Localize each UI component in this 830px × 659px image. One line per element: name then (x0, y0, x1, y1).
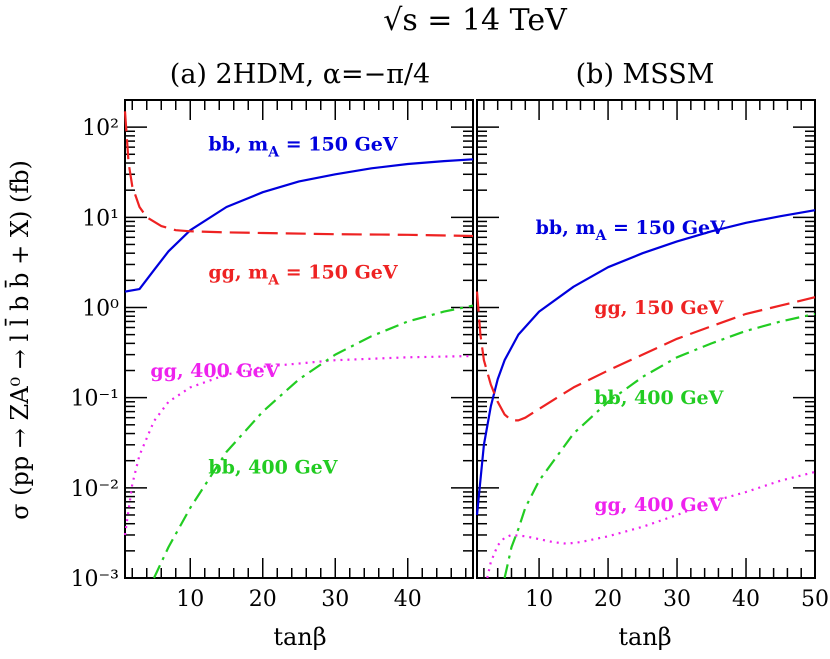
panel-b-curve-label: bb, mA = 150 GeV (536, 217, 727, 244)
panel-a-series-3-line (153, 304, 474, 579)
panel-b-x-tick-label: 10 (525, 587, 553, 612)
y-tick-label: 10¹ (82, 206, 119, 231)
panel-a-x-tick-label: 10 (176, 587, 204, 612)
panel-b-series-1-line (475, 291, 816, 422)
panel-a-x-tick-label: 30 (321, 587, 349, 612)
y-tick-label: 10² (82, 116, 119, 141)
panel-b-title: (b) MSSM (576, 59, 715, 90)
panel-a-series-2-line (123, 354, 474, 536)
panel-a-curve-label: bb, 400 GeV (208, 456, 338, 478)
y-tick-label: 10⁻² (71, 477, 119, 502)
panel-b-series-2-line (503, 312, 816, 579)
panel-a-x-tick-label: 40 (394, 587, 422, 612)
panel-b-x-tick-label: 20 (594, 587, 622, 612)
y-tick-label: 10⁻¹ (71, 387, 119, 412)
panel-a-curve-label: gg, 400 GeV (150, 360, 280, 382)
plot-layer: 10 20 30 40 10⁻³ 10⁻² 10⁻¹ 10⁰ 10¹ 10² bb, mA = 15… (71, 99, 829, 612)
panel-a-x-axis-label: tanβ (273, 623, 326, 651)
figure-title: √s = 14 TeV (383, 3, 568, 38)
panel-b-x-tick-label: 40 (732, 587, 760, 612)
panel-a-series-0-line (124, 158, 474, 293)
panel-a-curve-label: bb, mA = 150 GeV (208, 134, 399, 161)
panel-b-x-tick-label: 50 (801, 587, 829, 612)
panel-b-frame (476, 99, 816, 579)
y-axis-label: σ (pp → ZA⁰ → l l̄ b b̄ + X) (fb) (5, 160, 34, 520)
panel-b-x-axis-label: tanβ (618, 623, 671, 651)
panel-b-curve-label: gg, 400 GeV (594, 494, 724, 516)
panel-b-x-tick-label: 30 (663, 587, 691, 612)
panel-b-curve-label: gg, 150 GeV (594, 297, 724, 319)
y-tick-label: 10⁻³ (71, 567, 119, 592)
panel-a-curve-label: gg, mA = 150 GeV (208, 261, 399, 288)
panel-b-series-0-line (475, 209, 816, 516)
y-tick-label: 10⁰ (82, 296, 119, 321)
panel-a-title: (a) 2HDM, α=−π/4 (170, 59, 430, 90)
panel-a-x-tick-label: 20 (249, 587, 277, 612)
panel-b-curve-label: bb, 400 GeV (594, 387, 724, 409)
panel-a-frame (124, 99, 474, 579)
panel-a-series-1-line (123, 111, 474, 238)
